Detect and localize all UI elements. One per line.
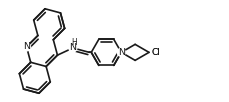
Text: Cl: Cl bbox=[151, 48, 160, 57]
Circle shape bbox=[68, 44, 76, 52]
Text: N: N bbox=[117, 48, 124, 57]
Circle shape bbox=[22, 43, 30, 51]
Text: Cl: Cl bbox=[151, 48, 160, 57]
Text: H: H bbox=[71, 38, 77, 47]
Text: N: N bbox=[23, 42, 30, 51]
Circle shape bbox=[117, 48, 125, 56]
Text: N: N bbox=[69, 43, 76, 52]
